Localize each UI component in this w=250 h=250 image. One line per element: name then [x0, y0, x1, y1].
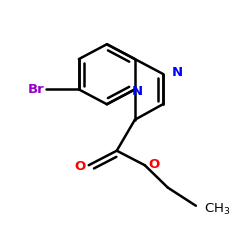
Text: Br: Br — [28, 83, 44, 96]
Text: N: N — [132, 85, 143, 98]
Text: CH$_3$: CH$_3$ — [204, 202, 231, 216]
Text: N: N — [172, 66, 183, 79]
Text: O: O — [74, 160, 86, 173]
Text: O: O — [148, 158, 159, 171]
